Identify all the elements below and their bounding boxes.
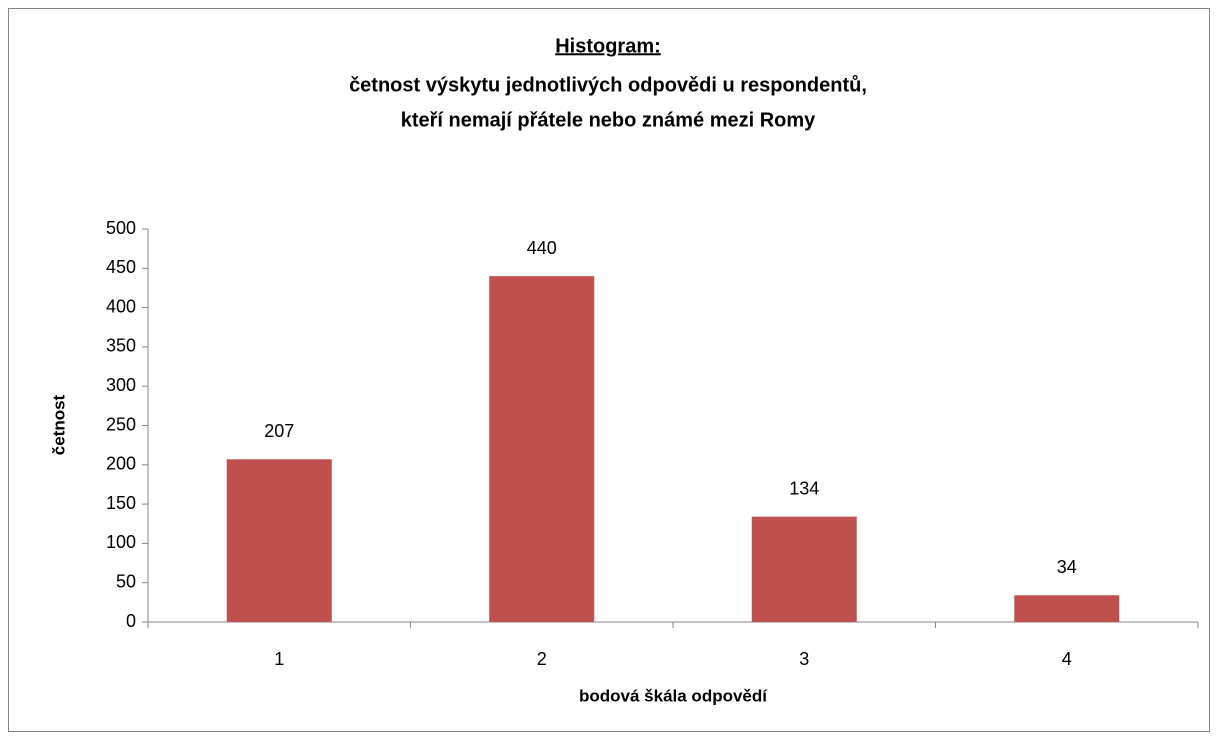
y-tick-label: 350 [106,336,136,356]
y-tick-label: 400 [106,296,136,316]
data-label: 134 [789,478,819,498]
x-tick-label: 1 [274,649,284,669]
y-tick-label: 100 [106,532,136,552]
y-tick-label: 500 [106,218,136,238]
chart-title-line: kteří nemají přátele nebo známé mezi Rom… [401,109,816,131]
bar [1014,595,1120,622]
x-tick-label: 2 [537,649,547,669]
y-tick-label: 450 [106,257,136,277]
data-label: 207 [264,421,294,441]
bar [226,459,332,622]
y-tick-label: 200 [106,454,136,474]
y-tick-label: 50 [116,571,136,591]
y-axis-title: četnost [49,394,68,455]
y-tick-label: 300 [106,375,136,395]
x-axis-title: bodová škála odpovědí [579,686,768,705]
data-label: 440 [527,238,557,258]
y-tick-label: 0 [126,611,136,631]
chart-title-line: četnost výskytu jednotlivých odpovědi u … [349,74,867,96]
y-tick-label: 150 [106,493,136,513]
bar [489,276,595,622]
x-tick-label: 4 [1062,649,1072,669]
y-tick-label: 250 [106,414,136,434]
x-tick-label: 3 [799,649,809,669]
chart-frame [8,8,1210,732]
bar [751,516,857,622]
chart-title-line: Histogram: [555,35,661,57]
data-label: 34 [1057,557,1077,577]
